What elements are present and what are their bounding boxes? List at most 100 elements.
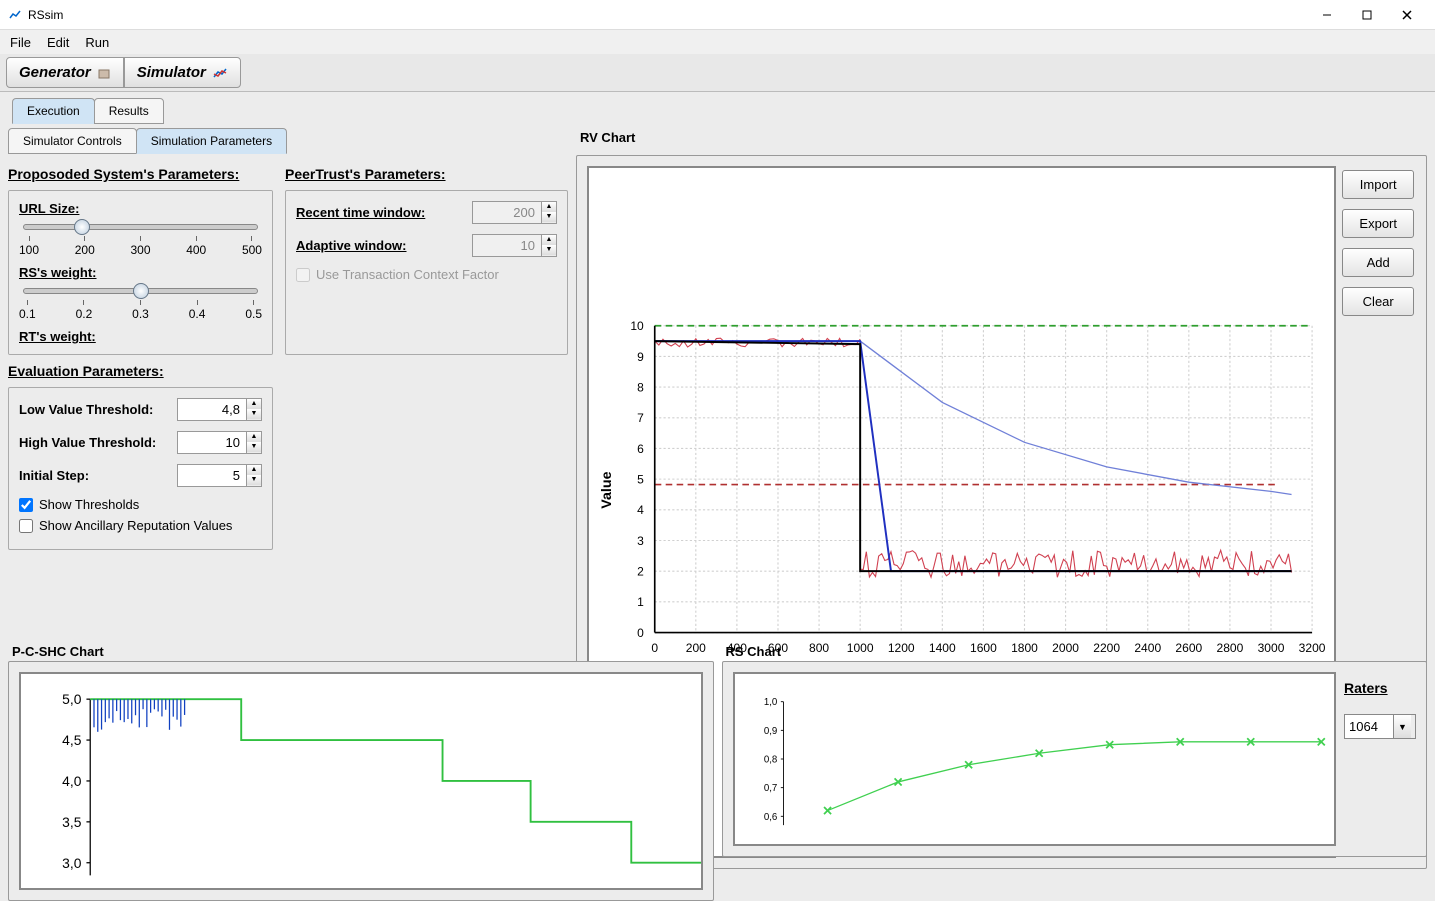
- menu-file[interactable]: File: [6, 33, 35, 52]
- menu-run[interactable]: Run: [81, 33, 113, 52]
- show-ancillary-checkbox[interactable]: [19, 519, 33, 533]
- raters-label: Raters: [1344, 680, 1416, 696]
- recent-window-spinner[interactable]: ▲▼: [472, 201, 557, 224]
- recent-window-input[interactable]: [472, 201, 542, 224]
- evaluation-title: Evaluation Parameters:: [8, 363, 568, 379]
- tick: 0.1: [19, 300, 36, 321]
- main-tabs: Execution Results: [0, 92, 1435, 124]
- tab-simulation-parameters[interactable]: Simulation Parameters: [136, 128, 287, 154]
- sub-tabs: Simulator Controls Simulation Parameters: [8, 128, 568, 154]
- svg-text:0,7: 0,7: [763, 783, 776, 794]
- svg-text:10: 10: [630, 319, 644, 333]
- low-thresh-input[interactable]: [177, 398, 247, 421]
- chevron-down-icon[interactable]: ▼: [1393, 715, 1411, 738]
- recent-window-row: Recent time window: ▲▼: [296, 201, 557, 224]
- high-thresh-spinner[interactable]: ▲▼: [177, 431, 262, 454]
- spin-up-icon[interactable]: ▲: [247, 399, 261, 409]
- tick: 100: [19, 236, 39, 257]
- svg-text:6: 6: [637, 442, 644, 456]
- adaptive-window-input[interactable]: [472, 234, 542, 257]
- svg-text:8: 8: [637, 380, 644, 394]
- rs-weight-thumb[interactable]: [133, 283, 149, 299]
- add-button[interactable]: Add: [1342, 248, 1414, 277]
- svg-text:5: 5: [637, 473, 644, 487]
- rs-title: RS Chart: [722, 642, 1428, 661]
- url-size-slider[interactable]: [23, 224, 258, 230]
- spin-down-icon[interactable]: ▼: [247, 409, 261, 419]
- app-icon: [8, 8, 22, 22]
- url-size-ticks: 100 200 300 400 500: [19, 234, 262, 265]
- params-row: Proposoded System's Parameters: URL Size…: [8, 166, 568, 355]
- tick: 0.3: [132, 300, 149, 321]
- simulator-button[interactable]: Simulator: [124, 57, 241, 88]
- rs-svg: 1,00,90,80,70,6: [735, 674, 1335, 844]
- pcshc-title: P-C-SHC Chart: [8, 642, 714, 661]
- raters-combo[interactable]: ▼: [1344, 714, 1416, 739]
- tab-results[interactable]: Results: [94, 98, 164, 124]
- show-thresholds-label: Show Thresholds: [39, 497, 139, 512]
- spin-up-icon[interactable]: ▲: [247, 465, 261, 475]
- menu-edit[interactable]: Edit: [43, 33, 73, 52]
- rs-panel: RS Chart 1,00,90,80,70,6 Raters ▼: [722, 642, 1428, 857]
- initial-step-input[interactable]: [177, 464, 247, 487]
- peertrust-title: PeerTrust's Parameters:: [285, 166, 568, 182]
- clear-button[interactable]: Clear: [1342, 287, 1414, 316]
- adaptive-window-label: Adaptive window:: [296, 238, 464, 253]
- rs-weight-slider[interactable]: [23, 288, 258, 294]
- generator-button[interactable]: Generator: [6, 57, 124, 88]
- minimize-button[interactable]: [1307, 1, 1347, 29]
- raters-input[interactable]: [1345, 715, 1393, 738]
- low-thresh-spinner[interactable]: ▲▼: [177, 398, 262, 421]
- rs-inner: 1,00,90,80,70,6: [733, 672, 1337, 846]
- import-button[interactable]: Import: [1342, 170, 1414, 199]
- show-ancillary-row: Show Ancillary Reputation Values: [19, 518, 262, 533]
- show-thresholds-checkbox[interactable]: [19, 498, 33, 512]
- high-thresh-row: High Value Threshold: ▲▼: [19, 431, 262, 454]
- bottom-row: P-C-SHC Chart 5,04,54,03,53,0 RS Chart 1…: [8, 642, 1427, 857]
- svg-text:7: 7: [637, 411, 644, 425]
- svg-text:0,9: 0,9: [763, 726, 776, 737]
- pcshc-panel: P-C-SHC Chart 5,04,54,03,53,0: [8, 642, 714, 857]
- adaptive-window-spinner[interactable]: ▲▼: [472, 234, 557, 257]
- spin-down-icon[interactable]: ▼: [542, 212, 556, 222]
- spin-down-icon[interactable]: ▼: [247, 442, 261, 452]
- url-size-thumb[interactable]: [74, 219, 90, 235]
- close-button[interactable]: [1387, 1, 1427, 29]
- rv-chart-title: RV Chart: [576, 128, 1427, 147]
- svg-text:1,0: 1,0: [763, 697, 777, 708]
- spin-down-icon[interactable]: ▼: [247, 475, 261, 485]
- svg-text:4,5: 4,5: [62, 732, 82, 748]
- initial-step-row: Initial Step: ▲▼: [19, 464, 262, 487]
- rs-frame: 1,00,90,80,70,6 Raters ▼: [722, 661, 1428, 857]
- spin-up-icon[interactable]: ▲: [247, 432, 261, 442]
- rv-ylabel: Value: [599, 471, 615, 508]
- use-context-checkbox[interactable]: [296, 268, 310, 282]
- raters-box: Raters ▼: [1340, 672, 1420, 747]
- pcshc-frame: 5,04,54,03,53,0: [8, 661, 714, 901]
- maximize-button[interactable]: [1347, 1, 1387, 29]
- menubar: File Edit Run: [0, 30, 1435, 54]
- recent-window-label: Recent time window:: [296, 205, 464, 220]
- spin-up-icon[interactable]: ▲: [542, 235, 556, 245]
- spin-down-icon[interactable]: ▼: [542, 245, 556, 255]
- svg-text:9: 9: [637, 350, 644, 364]
- peertrust-box: Recent time window: ▲▼ Adaptive window: …: [285, 190, 568, 355]
- svg-text:3: 3: [637, 534, 644, 548]
- initial-step-spinner[interactable]: ▲▼: [177, 464, 262, 487]
- tab-simulator-controls[interactable]: Simulator Controls: [8, 128, 137, 154]
- export-button[interactable]: Export: [1342, 209, 1414, 238]
- tick: 400: [186, 236, 206, 257]
- high-thresh-input[interactable]: [177, 431, 247, 454]
- spin-up-icon[interactable]: ▲: [542, 202, 556, 212]
- pcshc-svg: 5,04,54,03,53,0: [21, 674, 701, 888]
- tab-execution[interactable]: Execution: [12, 98, 95, 124]
- chart-icon: [212, 66, 228, 80]
- svg-text:3,5: 3,5: [62, 814, 82, 830]
- show-thresholds-row: Show Thresholds: [19, 497, 262, 512]
- use-context-label: Use Transaction Context Factor: [316, 267, 499, 282]
- svg-text:0,8: 0,8: [763, 755, 776, 766]
- generator-icon: [97, 66, 111, 80]
- chart-side-buttons: Import Export Add Clear: [1342, 170, 1414, 316]
- window-title: RSsim: [28, 8, 1307, 22]
- adaptive-window-row: Adaptive window: ▲▼: [296, 234, 557, 257]
